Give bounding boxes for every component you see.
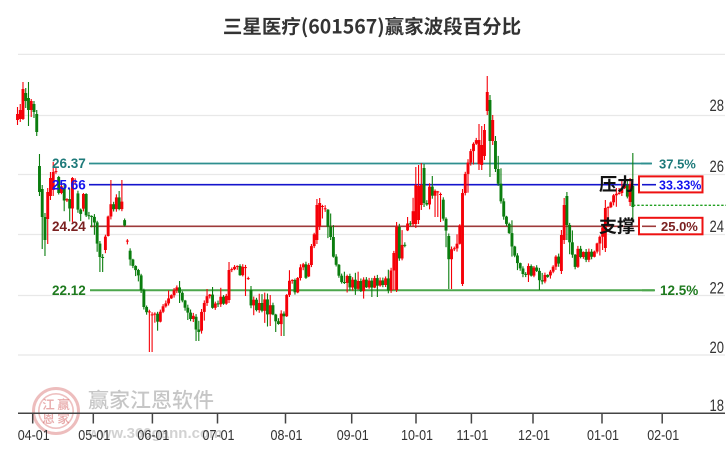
svg-text:04-01: 04-01 <box>18 427 50 444</box>
svg-text:www.360gann.com: www.360gann.com <box>87 425 222 442</box>
svg-text:10-01: 10-01 <box>401 427 433 444</box>
svg-text:26: 26 <box>710 158 725 176</box>
svg-text:05-01: 05-01 <box>78 427 110 444</box>
svg-text:28: 28 <box>710 97 725 115</box>
svg-text:24.24: 24.24 <box>52 219 86 234</box>
svg-text:20: 20 <box>710 339 725 357</box>
svg-text:12.5%: 12.5% <box>660 283 698 298</box>
svg-text:24: 24 <box>710 218 725 236</box>
svg-text:08-01: 08-01 <box>271 427 303 444</box>
svg-text:06-01: 06-01 <box>137 427 169 444</box>
svg-text:25.0%: 25.0% <box>661 219 698 234</box>
svg-text:01-01: 01-01 <box>587 427 619 444</box>
svg-text:07-01: 07-01 <box>203 427 235 444</box>
svg-text:11-01: 11-01 <box>456 427 488 444</box>
svg-text:12-01: 12-01 <box>518 427 550 444</box>
svg-text:18: 18 <box>710 397 725 415</box>
svg-text:22.12: 22.12 <box>52 283 86 298</box>
svg-text:09-01: 09-01 <box>337 427 369 444</box>
svg-text:26.37: 26.37 <box>52 156 86 171</box>
svg-text:25.66: 25.66 <box>52 178 86 193</box>
svg-text:33.33%: 33.33% <box>659 178 701 192</box>
svg-text:02-01: 02-01 <box>647 427 679 444</box>
svg-text:37.5%: 37.5% <box>659 157 696 172</box>
svg-text:22: 22 <box>710 279 725 297</box>
